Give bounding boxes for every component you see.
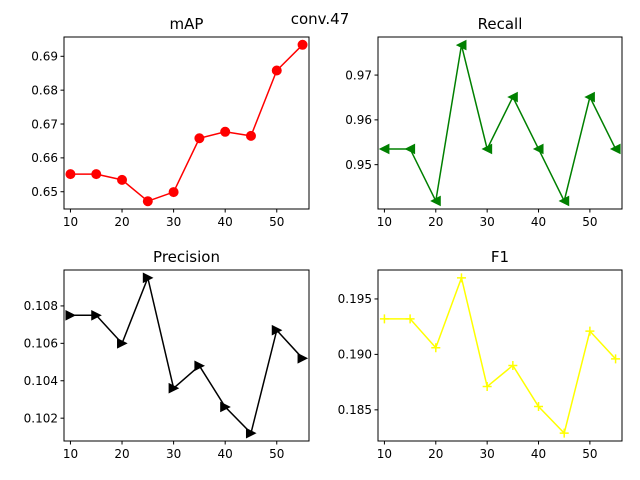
x-tick-label: 40 [531,215,546,229]
subplot-precision: Precision 10 20 30 40 50 0.102 0.104 0.106 0.108 [24,248,310,461]
series-line [384,275,617,435]
x-tick-label: 40 [218,215,233,229]
data-point-marker [611,354,621,364]
data-point-marker [559,428,569,438]
data-point-marker [378,143,390,155]
data-point-marker [194,133,205,144]
y-tick-label: 0.66 [31,151,58,165]
data-point-marker [91,309,102,321]
data-point-marker [404,143,416,155]
data-point-marker [117,174,128,185]
data-point-marker [117,338,128,349]
data-point-marker [271,65,282,76]
x-tick-label: 40 [218,447,233,461]
data-point-marker [508,360,518,370]
y-tick-label: 0.195 [338,292,372,306]
y-tick-label: 0.190 [338,348,372,362]
data-point-marker [220,401,231,413]
data-point-marker [297,352,309,364]
subplot-title: F1 [491,248,509,266]
y-tick-label: 0.67 [31,117,58,131]
data-point-marker [456,273,466,283]
axes-frame [63,36,310,210]
series-line [384,44,617,204]
data-point-marker [405,314,415,324]
x-tick-label: 30 [166,447,181,461]
data-point-marker [534,402,544,412]
data-point-marker [481,143,493,155]
y-tick-label: 0.65 [31,185,58,199]
data-point-marker [245,130,256,141]
subplot-map: mAP 10 20 30 40 50 0.65 0.66 0.67 0.68 0.69 [31,15,310,229]
y-tick-label: 0.102 [24,411,58,425]
data-point-marker [379,314,389,324]
y-tick-label: 0.97 [345,68,372,82]
x-tick-label: 50 [582,215,597,229]
y-tick-label: 0.106 [24,337,58,351]
subplot-title: Precision [153,248,220,266]
x-tick-label: 20 [428,215,443,229]
y-tick-label: 0.104 [24,374,58,388]
x-tick-label: 10 [63,215,78,229]
x-tick-label: 10 [377,447,392,461]
data-point-marker [168,382,180,394]
x-tick-label: 20 [114,215,129,229]
subplot-f1: F1 10 20 30 40 50 0.185 0.190 0.195 [338,248,623,461]
x-tick-label: 20 [428,447,443,461]
data-point-marker [455,39,467,51]
x-tick-label: 30 [166,215,181,229]
data-point-marker [245,427,257,439]
data-point-marker [585,326,595,336]
y-tick-label: 0.68 [31,83,58,97]
x-tick-label: 30 [480,447,495,461]
data-point-marker [142,272,154,284]
data-point-marker [297,39,308,50]
x-tick-label: 50 [582,447,597,461]
x-tick-label: 40 [531,447,546,461]
subplot-title: Recall [478,15,523,33]
x-tick-label: 10 [377,215,392,229]
x-tick-label: 30 [480,215,495,229]
y-tick-label: 0.185 [338,403,372,417]
data-point-marker [609,143,621,155]
data-point-marker [194,360,206,372]
axes-frame [377,269,623,442]
subplot-title: mAP [170,15,204,33]
series-line [70,275,304,435]
axes-frame [63,269,310,442]
y-tick-label: 0.108 [24,299,58,313]
x-tick-label: 20 [114,447,129,461]
axes-frame [377,36,623,210]
data-point-marker [584,91,595,103]
y-tick-label: 0.95 [345,158,372,172]
data-point-marker [168,187,179,198]
data-point-marker [142,196,153,207]
subplot-recall: Recall 10 20 30 40 50 0.95 0.96 0.97 [345,15,623,229]
data-point-marker [507,91,518,103]
data-point-marker [430,195,441,207]
data-point-marker [220,126,231,137]
y-tick-label: 0.96 [345,113,372,127]
data-point-marker [431,343,441,353]
data-point-marker [65,169,76,180]
data-point-marker [558,195,570,207]
data-point-marker [65,309,77,321]
y-tick-label: 0.69 [31,50,58,64]
data-point-marker [271,324,283,336]
data-point-marker [482,382,492,392]
x-tick-label: 50 [269,447,284,461]
x-tick-label: 10 [63,447,78,461]
x-tick-label: 50 [269,215,284,229]
figure-suptitle: conv.47 [291,10,350,28]
data-point-marker [91,169,102,180]
data-point-marker [532,143,544,155]
series-line [70,44,304,203]
